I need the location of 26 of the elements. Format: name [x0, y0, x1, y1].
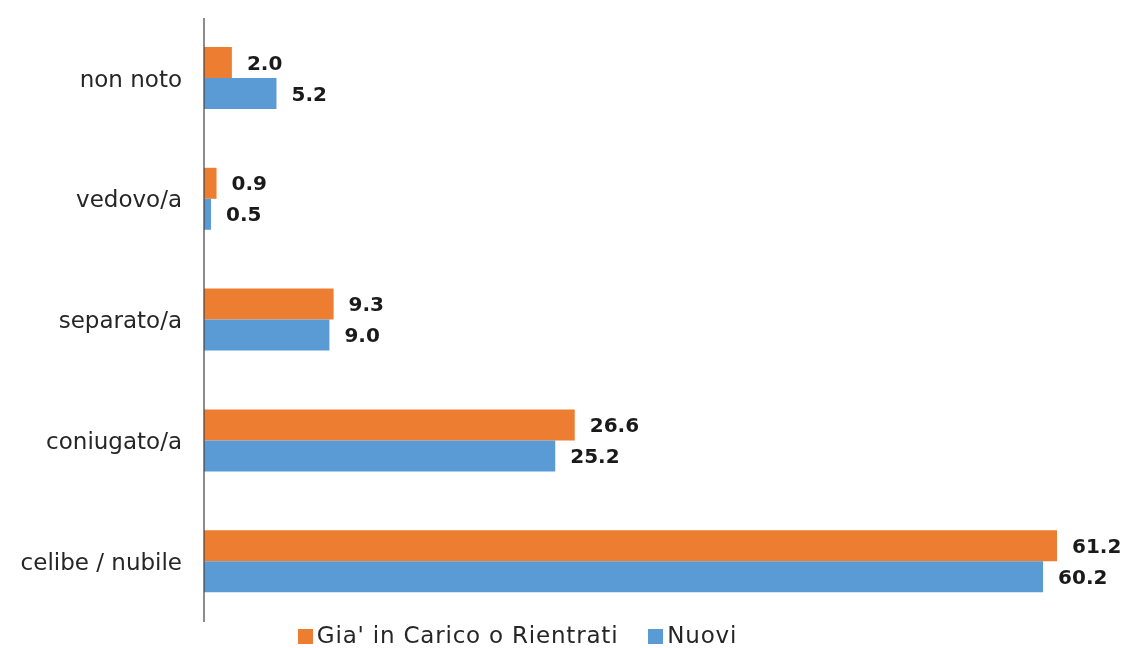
bar [204, 46, 232, 78]
bar [204, 409, 575, 441]
data-label: 25.2 [570, 443, 620, 468]
y-tick-label: vedovo/a [76, 186, 182, 213]
data-label: 0.5 [225, 202, 262, 227]
legend-label: Gia' in Carico o Rientrati [316, 622, 619, 648]
bar [204, 530, 1057, 562]
bar [204, 167, 217, 199]
data-label: 9.0 [344, 323, 380, 348]
data-label: 2.0 [246, 50, 283, 75]
y-tick-label: separato/a [58, 307, 182, 334]
legend-label: Nuovi [667, 622, 738, 648]
data-label: 9.3 [348, 292, 385, 317]
data-label: 0.9 [231, 171, 267, 196]
bar [204, 288, 334, 320]
data-label: 5.2 [291, 81, 327, 106]
y-tick-label: non noto [79, 65, 182, 92]
data-label: 60.2 [1058, 564, 1108, 589]
data-label: 61.2 [1072, 533, 1122, 558]
bar [204, 319, 330, 351]
y-tick-label: celibe / nubile [20, 548, 182, 575]
bar [204, 561, 1044, 593]
bar [204, 77, 277, 109]
data-label: 26.6 [589, 412, 640, 437]
y-tick-label: coniugato/a [46, 427, 182, 454]
bar [204, 440, 556, 472]
